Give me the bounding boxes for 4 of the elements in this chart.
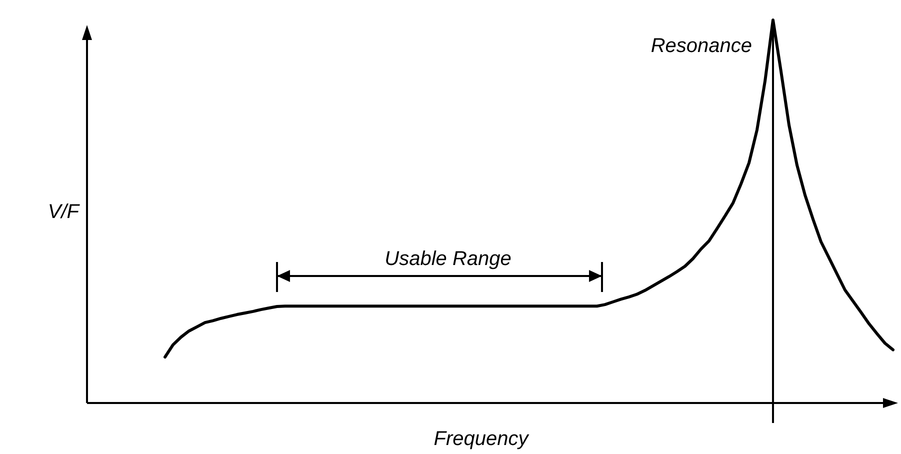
annotation: Resonance	[650, 35, 752, 57]
y-axis-title: V/F	[48, 201, 81, 223]
annotation: Usable Range	[384, 248, 512, 270]
x-axis-title: Frequency	[434, 428, 530, 450]
